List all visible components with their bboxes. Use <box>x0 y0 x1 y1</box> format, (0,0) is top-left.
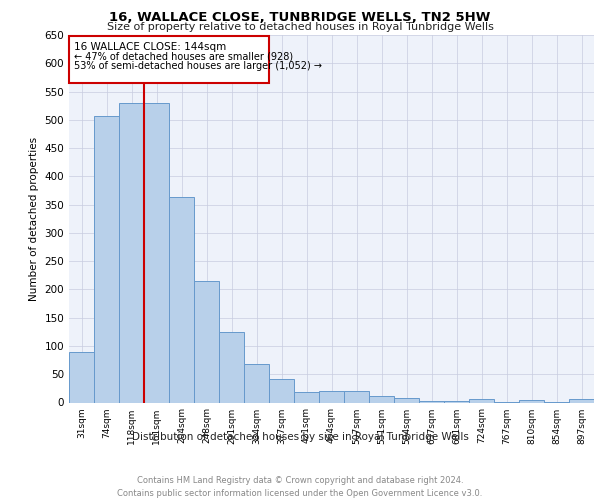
Bar <box>394 398 419 402</box>
Bar <box>244 364 269 403</box>
Text: Size of property relative to detached houses in Royal Tunbridge Wells: Size of property relative to detached ho… <box>107 22 493 32</box>
Bar <box>269 379 294 402</box>
Bar <box>194 281 219 402</box>
Bar <box>69 352 94 403</box>
Bar <box>219 332 244 402</box>
Bar <box>344 391 369 402</box>
Bar <box>419 401 444 402</box>
Bar <box>469 398 494 402</box>
Text: 16, WALLACE CLOSE, TUNBRIDGE WELLS, TN2 5HW: 16, WALLACE CLOSE, TUNBRIDGE WELLS, TN2 … <box>109 11 491 24</box>
Text: 16 WALLACE CLOSE: 144sqm: 16 WALLACE CLOSE: 144sqm <box>74 42 226 52</box>
Bar <box>519 400 544 402</box>
FancyBboxPatch shape <box>69 36 269 83</box>
Bar <box>369 396 394 402</box>
Bar <box>169 198 194 402</box>
Bar <box>94 116 119 403</box>
Text: ← 47% of detached houses are smaller (928): ← 47% of detached houses are smaller (92… <box>74 52 293 62</box>
Y-axis label: Number of detached properties: Number of detached properties <box>29 136 39 301</box>
Text: Contains HM Land Registry data © Crown copyright and database right 2024.
Contai: Contains HM Land Registry data © Crown c… <box>118 476 482 498</box>
Text: 53% of semi-detached houses are larger (1,052) →: 53% of semi-detached houses are larger (… <box>74 61 322 71</box>
Bar <box>319 391 344 402</box>
Bar <box>119 103 144 403</box>
Text: Distribution of detached houses by size in Royal Tunbridge Wells: Distribution of detached houses by size … <box>131 432 469 442</box>
Bar <box>569 399 594 402</box>
Bar <box>144 103 169 403</box>
Bar <box>294 392 319 402</box>
